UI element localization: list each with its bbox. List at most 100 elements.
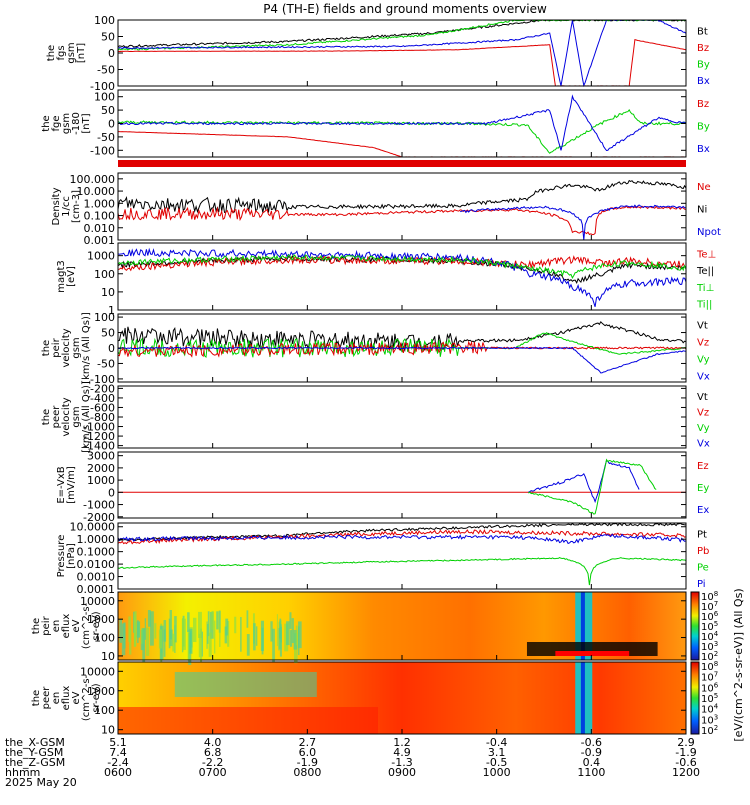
y-tick-label: 50 <box>101 104 115 117</box>
y-tick-label: 3000 <box>87 450 115 463</box>
peir-spec-streak <box>154 623 157 639</box>
colorbar-2 <box>690 661 700 735</box>
y-tick-label: 1000 <box>87 613 115 626</box>
y-tick-label: 10.0000 <box>70 521 116 534</box>
legend-vx: Vx <box>697 438 710 449</box>
colorbar-tick: 104 <box>701 703 719 716</box>
y-label-line: -180 <box>71 112 82 135</box>
y-tick-label: 100 <box>94 268 115 281</box>
colorbar-tick: 108 <box>701 660 718 673</box>
y-tick-label: 50 <box>101 327 115 340</box>
y-tick-label: 0.001 <box>84 234 116 247</box>
panel-frame-fgs-btot <box>117 19 687 87</box>
series-bx2 <box>117 94 687 152</box>
legend-ex: Ex <box>697 505 709 516</box>
y-label-line: the <box>41 115 52 131</box>
panel-frame-efield <box>117 451 687 519</box>
colorbar-label: [eV/(cm^2-s-sr-eV)] (All Qs) <box>732 588 745 741</box>
y-tick-label: 100 <box>94 91 115 104</box>
y-tick-label: 10.000 <box>77 185 116 198</box>
y-tick-label: 1 <box>108 304 115 317</box>
y-tick-label: 0 <box>108 486 115 499</box>
y-label-line: [cm-3] <box>71 190 82 223</box>
x-tick-value: 0800 <box>293 766 321 779</box>
y-label-line: fge <box>51 115 62 131</box>
y-label-line: [km/s (All Qs)] <box>81 312 92 384</box>
peir-spec-streak <box>192 617 197 643</box>
y-tick-label: 10000 <box>80 595 115 608</box>
y-label-line: the <box>41 409 52 425</box>
legend-vz: Vz <box>697 407 709 418</box>
legend-ti||: Ti|| <box>696 300 712 311</box>
y-tick-label: -1000 <box>83 421 115 434</box>
peir-spec-streak <box>119 618 123 643</box>
peir-spec-streak <box>213 620 216 654</box>
y-tick-label: 0.0001 <box>77 583 116 596</box>
legend-pb: Pb <box>697 546 709 557</box>
x-tick-value: 1.2 <box>393 736 411 749</box>
y-label-line: eflux <box>61 614 72 639</box>
peir-spec-streak <box>240 617 242 652</box>
peir-spec-streak <box>163 629 166 657</box>
x-tick-value: 7.4 <box>109 746 127 759</box>
peir-spec-streak <box>206 621 208 649</box>
peir-spec-streak <box>168 618 171 649</box>
legend-vt: Vt <box>697 392 708 403</box>
mode-bar <box>118 160 686 167</box>
y-label-line: magt3 <box>56 260 67 293</box>
panel-frame-peer-velocity <box>117 385 687 449</box>
peir-spec-streak <box>278 628 280 651</box>
y-axis-label-fgs-comp: the fge gsm -180 [nT] <box>41 112 92 135</box>
y-label-line: en <box>51 620 62 633</box>
peir-spec-streak <box>181 618 186 650</box>
x-tick-value: -0.6 <box>675 756 696 769</box>
x-tick-value: 5.1 <box>109 736 127 749</box>
y-tick-label: -1200 <box>83 430 115 443</box>
legend-ey: Ey <box>697 483 709 494</box>
y-label-line: the <box>46 45 57 61</box>
y-label-line: sr-eV) <box>91 611 102 640</box>
legend-ez: Ez <box>697 461 709 472</box>
y-tick-label: 0 <box>108 342 115 355</box>
y-tick-label: -200 <box>90 382 115 395</box>
series-pi <box>117 533 687 545</box>
peir-spec-streak <box>123 622 126 649</box>
peir-spec-streak <box>272 628 275 663</box>
colorbar-tick: 107 <box>701 671 718 684</box>
y-tick-label: -100 <box>90 80 115 93</box>
x-tick-value: 1200 <box>672 766 700 779</box>
peir-spec-streak <box>260 620 264 652</box>
y-tick-label: -1400 <box>83 440 115 453</box>
peir-spec-streak <box>169 610 172 640</box>
colorbar-tick: 104 <box>701 630 719 643</box>
y-tick-label: 1.000 <box>84 197 116 210</box>
y-tick-label: 0 <box>108 118 115 131</box>
series-vx <box>117 346 687 374</box>
peir-spec-streak <box>225 618 229 636</box>
peir-spec-streak <box>291 618 294 644</box>
x-row-label: the_Y-GSM <box>5 746 63 759</box>
legend-pt: Pt <box>697 529 707 540</box>
y-label-line: gsm <box>71 406 82 427</box>
legend-vy: Vy <box>697 355 710 366</box>
peir-spec-streak <box>255 626 258 646</box>
legend-bx: Bx <box>697 76 710 87</box>
y-tick-label: 100 <box>94 311 115 324</box>
x-tick-value: -0.9 <box>581 746 602 759</box>
y-tick-label: -50 <box>97 131 115 144</box>
y-tick-label: -50 <box>97 64 115 77</box>
y-tick-label: -100 <box>90 144 115 157</box>
legend-vx: Vx <box>697 372 710 383</box>
y-tick-label: 100 <box>94 14 115 27</box>
x-tick-value: -1.9 <box>675 746 696 759</box>
legend-te⊥: Te⊥ <box>696 249 716 260</box>
series-pt <box>117 522 686 542</box>
peer-spec-band <box>174 672 317 697</box>
legend-pe: Pe <box>697 562 709 573</box>
colorbar-tick: 106 <box>701 610 719 623</box>
y-label-line: gsm <box>66 42 77 63</box>
y-tick-label: 0.1000 <box>77 546 116 559</box>
y-label-line: (cm^2-s- <box>81 602 92 649</box>
peir-spec-streak <box>207 611 210 637</box>
